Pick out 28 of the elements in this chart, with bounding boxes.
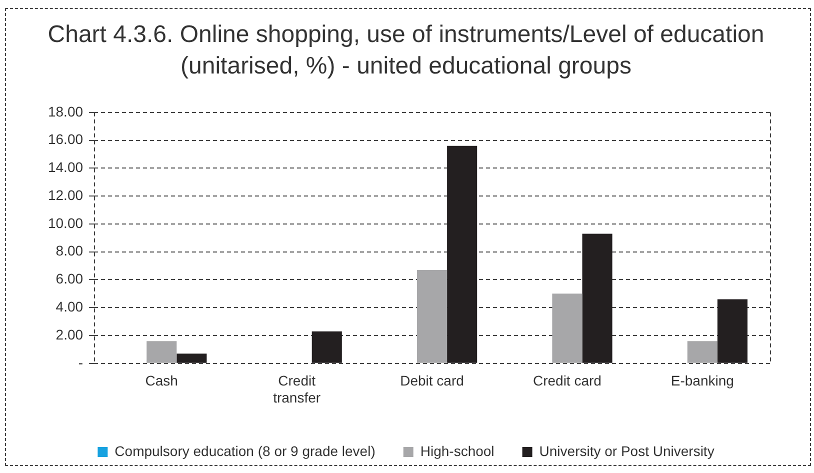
y-tick-label: 4.00 — [56, 298, 84, 314]
bar — [176, 354, 207, 363]
x-tick-label: Debit card — [400, 372, 464, 389]
bar — [582, 234, 612, 363]
y-tick-label: 16.00 — [48, 131, 84, 148]
y-tick-label: 12.00 — [48, 186, 84, 203]
x-tick-label: Credit transfer — [273, 372, 321, 406]
y-tick-label: 10.00 — [48, 214, 84, 231]
y-tick-label: - — [78, 354, 84, 370]
y-tick-label: 2.00 — [56, 326, 84, 342]
y-tick-label: 18.00 — [48, 103, 84, 120]
bar — [447, 146, 478, 363]
bar — [416, 270, 448, 363]
bar — [146, 341, 177, 363]
bar — [312, 331, 342, 363]
x-tick-label: Credit card — [532, 372, 602, 389]
legend-label: University or Post University — [539, 442, 714, 459]
bar — [552, 294, 582, 363]
chart-title: Chart 4.3.6. Online shopping, use of instruments/Level of education (unitarised, %) - united educational groups — [48, 21, 764, 80]
x-tick-label: Cash — [145, 372, 178, 389]
y-tick-label: 14.00 — [48, 159, 84, 176]
y-tick-label: 6.00 — [56, 270, 84, 287]
y-tick-label: 8.00 — [56, 242, 84, 259]
bar — [687, 341, 718, 363]
legend-label: Compulsory education (8 or 9 grade level) — [114, 442, 376, 459]
x-tick-label: E-banking — [670, 372, 734, 389]
legend-label: High-school — [420, 442, 494, 459]
bar — [717, 299, 748, 363]
